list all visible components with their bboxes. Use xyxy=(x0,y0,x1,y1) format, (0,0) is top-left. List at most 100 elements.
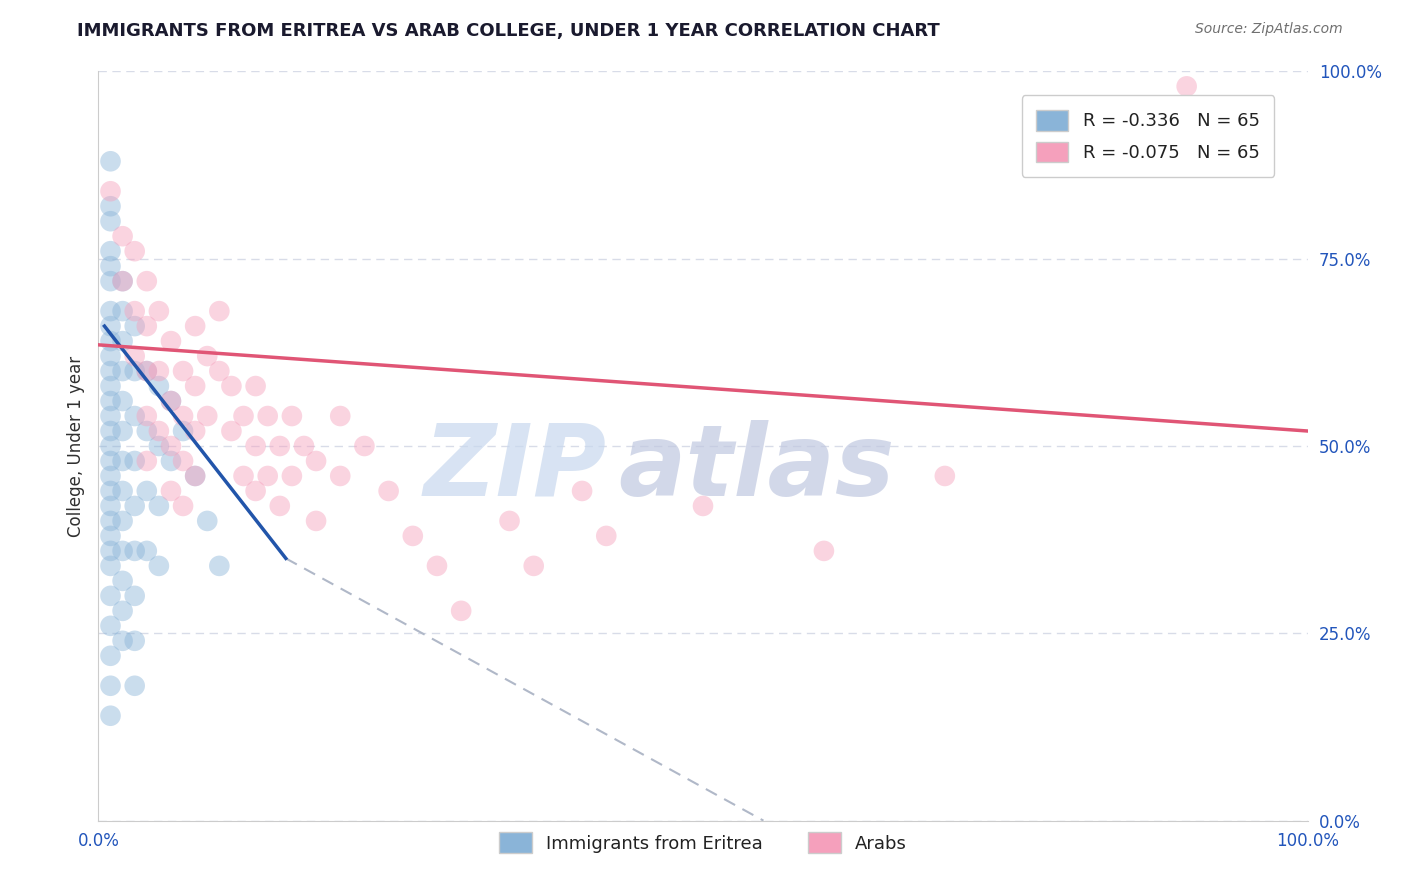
Point xyxy=(195,349,218,363)
Point xyxy=(100,648,122,663)
Point xyxy=(934,469,956,483)
Point xyxy=(135,364,157,378)
Point xyxy=(111,604,134,618)
Point xyxy=(111,424,134,438)
Point xyxy=(450,604,472,618)
Point xyxy=(100,319,122,334)
Point xyxy=(184,319,207,334)
Point xyxy=(160,334,183,348)
Point xyxy=(305,514,328,528)
Point xyxy=(232,409,254,423)
Point xyxy=(160,483,183,498)
Point xyxy=(269,499,291,513)
Point xyxy=(124,589,146,603)
Point xyxy=(498,514,520,528)
Text: IMMIGRANTS FROM ERITREA VS ARAB COLLEGE, UNDER 1 YEAR CORRELATION CHART: IMMIGRANTS FROM ERITREA VS ARAB COLLEGE,… xyxy=(77,22,941,40)
Point xyxy=(100,364,122,378)
Point xyxy=(111,394,134,409)
Point xyxy=(281,469,304,483)
Point xyxy=(124,319,146,334)
Point xyxy=(329,409,352,423)
Point xyxy=(124,304,146,318)
Point xyxy=(111,364,134,378)
Point xyxy=(148,379,170,393)
Point xyxy=(232,469,254,483)
Point xyxy=(172,454,194,468)
Point xyxy=(100,214,122,228)
Point xyxy=(172,499,194,513)
Point xyxy=(100,469,122,483)
Point xyxy=(124,679,146,693)
Point xyxy=(135,364,157,378)
Point xyxy=(100,529,122,543)
Point xyxy=(100,259,122,273)
Point xyxy=(135,454,157,468)
Y-axis label: College, Under 1 year: College, Under 1 year xyxy=(66,355,84,537)
Text: Source: ZipAtlas.com: Source: ZipAtlas.com xyxy=(1195,22,1343,37)
Point xyxy=(100,424,122,438)
Point xyxy=(135,409,157,423)
Point xyxy=(377,483,399,498)
Point xyxy=(692,499,714,513)
Point xyxy=(208,304,231,318)
Point xyxy=(124,633,146,648)
Point xyxy=(135,319,157,334)
Point xyxy=(124,349,146,363)
Point xyxy=(571,483,593,498)
Point xyxy=(100,544,122,558)
Point xyxy=(124,544,146,558)
Point xyxy=(172,409,194,423)
Point xyxy=(124,409,146,423)
Point xyxy=(100,483,122,498)
Point xyxy=(208,364,231,378)
Point xyxy=(160,394,183,409)
Point xyxy=(160,454,183,468)
Point xyxy=(100,619,122,633)
Point xyxy=(111,229,134,244)
Point xyxy=(100,199,122,213)
Point xyxy=(813,544,835,558)
Point xyxy=(100,499,122,513)
Point xyxy=(256,469,278,483)
Point xyxy=(195,514,218,528)
Point xyxy=(208,558,231,573)
Point xyxy=(195,409,218,423)
Point xyxy=(124,499,146,513)
Point xyxy=(135,544,157,558)
Point xyxy=(100,244,122,259)
Point xyxy=(148,499,170,513)
Point xyxy=(1175,79,1198,94)
Point xyxy=(245,483,267,498)
Point xyxy=(100,379,122,393)
Point xyxy=(221,379,243,393)
Point xyxy=(329,469,352,483)
Point xyxy=(135,424,157,438)
Point xyxy=(100,274,122,288)
Point xyxy=(100,679,122,693)
Point xyxy=(184,469,207,483)
Point xyxy=(426,558,449,573)
Point xyxy=(245,379,267,393)
Point xyxy=(100,514,122,528)
Point xyxy=(148,439,170,453)
Point xyxy=(124,364,146,378)
Legend: Immigrants from Eritrea, Arabs: Immigrants from Eritrea, Arabs xyxy=(492,825,914,860)
Point xyxy=(100,409,122,423)
Point xyxy=(256,409,278,423)
Point xyxy=(111,633,134,648)
Point xyxy=(281,409,304,423)
Point xyxy=(100,558,122,573)
Point xyxy=(221,424,243,438)
Point xyxy=(111,454,134,468)
Point xyxy=(523,558,546,573)
Point xyxy=(172,364,194,378)
Point xyxy=(148,364,170,378)
Point xyxy=(111,304,134,318)
Point xyxy=(160,394,183,409)
Point xyxy=(172,424,194,438)
Point xyxy=(184,424,207,438)
Point xyxy=(135,483,157,498)
Point xyxy=(269,439,291,453)
Point xyxy=(402,529,425,543)
Point xyxy=(148,558,170,573)
